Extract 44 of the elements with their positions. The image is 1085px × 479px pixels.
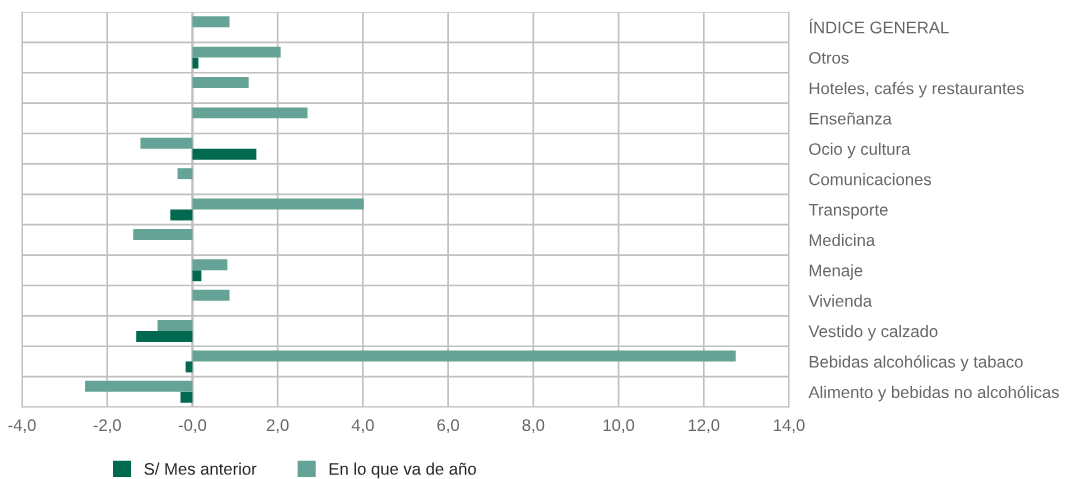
y-tick-label: Otros (809, 51, 849, 64)
bar (192, 16, 230, 28)
bar (136, 331, 193, 342)
bar (177, 168, 193, 180)
bar (192, 198, 364, 210)
y-tick-label: Bebidas alcohólicas y tabaco (809, 355, 1023, 372)
bar (192, 350, 736, 362)
x-tick-label: 12,0 (688, 419, 720, 434)
y-tick-label: Menaje (809, 264, 863, 280)
bar (192, 46, 281, 58)
x-tick-label: 6,0 (437, 419, 460, 434)
y-tick-label: Medicina (809, 233, 876, 247)
y-tick-label: Enseñanza (809, 112, 892, 125)
bar (157, 320, 193, 332)
y-tick-label: Hoteles, cafés y restaurantes (809, 81, 1024, 98)
y-tick-label: Vestido y calzado (808, 325, 938, 341)
x-tick-label: 10,0 (603, 419, 635, 434)
y-tick-label: Vivienda (808, 294, 873, 307)
y-tick-label: Alimento y bebidas no alcohólicas (808, 385, 1059, 402)
x-tick-label: 4,0 (351, 419, 374, 434)
bar (180, 391, 193, 403)
x-tick-label: -0,0 (178, 419, 207, 434)
legend-label: S/ Mes anterior (144, 462, 257, 475)
x-tick-label: 2,0 (266, 419, 289, 434)
bar (192, 57, 199, 69)
bar (192, 148, 257, 160)
y-tick-label: ÍNDICE GENERAL (809, 18, 949, 34)
bar (170, 209, 193, 221)
y-tick-label: Ocio y cultura (809, 142, 911, 159)
bar (192, 259, 228, 271)
y-tick-label: Transporte (808, 204, 888, 219)
bar (192, 270, 202, 282)
x-tick-label: 8,0 (522, 419, 545, 434)
x-tick-label: -2,0 (93, 419, 121, 434)
y-tick-label: Comunicaciones (809, 173, 932, 186)
x-tick-label: -4,0 (8, 419, 36, 434)
x-tick-label: 14,0 (774, 419, 805, 434)
bar (192, 289, 230, 301)
bar (192, 77, 249, 88)
bar (140, 137, 193, 149)
bar (192, 107, 308, 119)
legend-label: En lo que va de año (329, 462, 476, 479)
bar (133, 228, 193, 240)
bar (85, 380, 193, 392)
